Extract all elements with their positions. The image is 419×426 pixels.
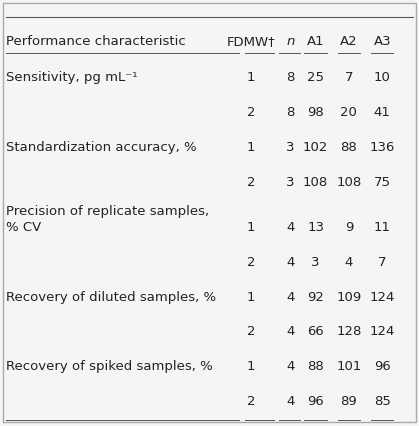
Text: 4: 4 bbox=[287, 394, 295, 407]
Text: 8: 8 bbox=[287, 106, 295, 119]
Text: 8: 8 bbox=[287, 71, 295, 84]
Text: 9: 9 bbox=[345, 221, 353, 233]
Text: 92: 92 bbox=[307, 290, 324, 303]
Text: 2: 2 bbox=[247, 325, 255, 337]
Text: 98: 98 bbox=[307, 106, 324, 119]
Text: 2: 2 bbox=[247, 394, 255, 407]
Text: 20: 20 bbox=[341, 106, 357, 119]
Text: 108: 108 bbox=[303, 175, 328, 188]
Text: 108: 108 bbox=[336, 175, 362, 188]
Text: Recovery of diluted samples, %: Recovery of diluted samples, % bbox=[5, 290, 216, 303]
Text: Standardization accuracy, %: Standardization accuracy, % bbox=[5, 141, 196, 153]
Text: Recovery of spiked samples, %: Recovery of spiked samples, % bbox=[5, 359, 212, 372]
Text: A2: A2 bbox=[340, 35, 358, 48]
Text: 75: 75 bbox=[374, 175, 391, 188]
Text: 109: 109 bbox=[336, 290, 362, 303]
Text: 4: 4 bbox=[287, 290, 295, 303]
Text: % CV: % CV bbox=[5, 221, 41, 233]
Text: FDMW†: FDMW† bbox=[227, 35, 276, 48]
Text: 3: 3 bbox=[287, 141, 295, 153]
Text: 128: 128 bbox=[336, 325, 362, 337]
Text: 7: 7 bbox=[378, 255, 386, 268]
Text: 2: 2 bbox=[247, 175, 255, 188]
Text: 4: 4 bbox=[345, 255, 353, 268]
Text: 2: 2 bbox=[247, 255, 255, 268]
Text: 88: 88 bbox=[341, 141, 357, 153]
Text: 4: 4 bbox=[287, 255, 295, 268]
Text: 1: 1 bbox=[247, 141, 255, 153]
Text: 88: 88 bbox=[307, 359, 324, 372]
Text: 124: 124 bbox=[370, 290, 395, 303]
Text: 10: 10 bbox=[374, 71, 391, 84]
Text: A1: A1 bbox=[307, 35, 324, 48]
Text: 102: 102 bbox=[303, 141, 328, 153]
Text: 2: 2 bbox=[247, 106, 255, 119]
Text: 96: 96 bbox=[374, 359, 391, 372]
Text: Performance characteristic: Performance characteristic bbox=[5, 35, 185, 48]
Text: A3: A3 bbox=[373, 35, 391, 48]
Text: 1: 1 bbox=[247, 221, 255, 233]
Text: 4: 4 bbox=[287, 359, 295, 372]
Text: 136: 136 bbox=[370, 141, 395, 153]
Text: 11: 11 bbox=[374, 221, 391, 233]
Text: 1: 1 bbox=[247, 71, 255, 84]
Text: 4: 4 bbox=[287, 221, 295, 233]
Text: 101: 101 bbox=[336, 359, 362, 372]
Text: 96: 96 bbox=[307, 394, 324, 407]
Text: n: n bbox=[287, 35, 295, 48]
Text: Sensitivity, pg mL⁻¹: Sensitivity, pg mL⁻¹ bbox=[5, 71, 137, 84]
Text: 3: 3 bbox=[311, 255, 320, 268]
Text: Precision of replicate samples,: Precision of replicate samples, bbox=[5, 204, 209, 217]
Text: 4: 4 bbox=[287, 325, 295, 337]
Text: 124: 124 bbox=[370, 325, 395, 337]
Text: 13: 13 bbox=[307, 221, 324, 233]
Text: 1: 1 bbox=[247, 290, 255, 303]
Text: 89: 89 bbox=[341, 394, 357, 407]
Text: 66: 66 bbox=[307, 325, 324, 337]
Text: 7: 7 bbox=[345, 71, 353, 84]
Text: 3: 3 bbox=[287, 175, 295, 188]
Text: 41: 41 bbox=[374, 106, 391, 119]
Text: 85: 85 bbox=[374, 394, 391, 407]
Text: 25: 25 bbox=[307, 71, 324, 84]
Text: 1: 1 bbox=[247, 359, 255, 372]
